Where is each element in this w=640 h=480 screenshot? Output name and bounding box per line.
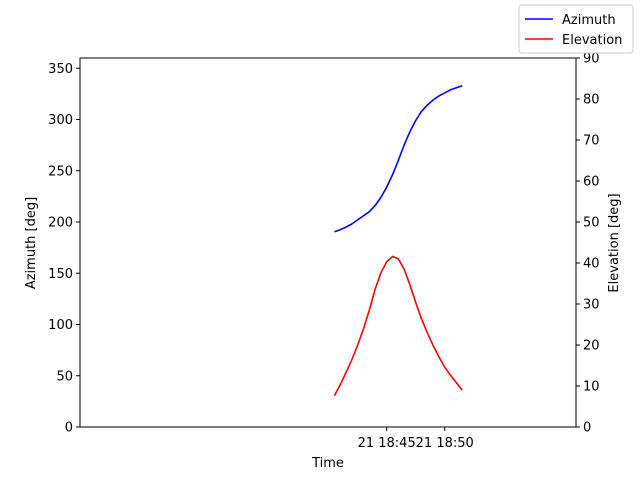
right-y-tick-label: 20	[583, 339, 600, 354]
right-y-tick-label: 90	[583, 52, 600, 67]
left-y-tick-label: 150	[48, 267, 73, 282]
x-tick-label: 21 18:45	[358, 436, 416, 451]
right-y-axis: 0 10 20 30 40 50 60 70 80 90	[576, 52, 600, 436]
right-y-tick-label: 70	[583, 134, 600, 149]
left-y-tick-label: 250	[48, 164, 73, 179]
legend-label-elevation: Elevation	[562, 33, 622, 48]
x-axis: 21 18:45 21 18:50	[358, 427, 474, 451]
x-axis-label: Time	[311, 456, 344, 471]
right-y-tick-label: 30	[583, 298, 600, 313]
x-tick-label: 21 18:50	[416, 436, 474, 451]
left-y-tick-label: 100	[48, 318, 73, 333]
series-line-elevation	[333, 255, 463, 397]
left-y-tick-label: 350	[48, 62, 73, 77]
left-y-axis-label: Azimuth [deg]	[24, 197, 39, 289]
left-y-tick-label: 50	[56, 369, 73, 384]
plot-frame	[79, 57, 577, 428]
left-y-tick-label: 0	[65, 421, 73, 436]
series-layer	[333, 84, 463, 397]
left-y-tick-label: 300	[48, 113, 73, 128]
right-y-tick-label: 60	[583, 175, 600, 190]
right-y-tick-label: 0	[583, 421, 591, 436]
legend: Azimuth Elevation	[518, 4, 634, 54]
legend-label-azimuth: Azimuth	[562, 13, 616, 28]
series-line-azimuth	[334, 84, 463, 233]
right-y-tick-label: 40	[583, 257, 600, 272]
right-y-tick-label: 50	[583, 216, 600, 231]
right-y-tick-label: 10	[583, 380, 600, 395]
left-y-tick-label: 200	[48, 216, 73, 231]
legend-box	[518, 4, 634, 54]
right-y-axis-label: Elevation [deg]	[607, 193, 622, 292]
left-y-axis: 0 50 100 150 200 250 300 350	[48, 62, 80, 436]
right-y-tick-label: 80	[583, 93, 600, 108]
